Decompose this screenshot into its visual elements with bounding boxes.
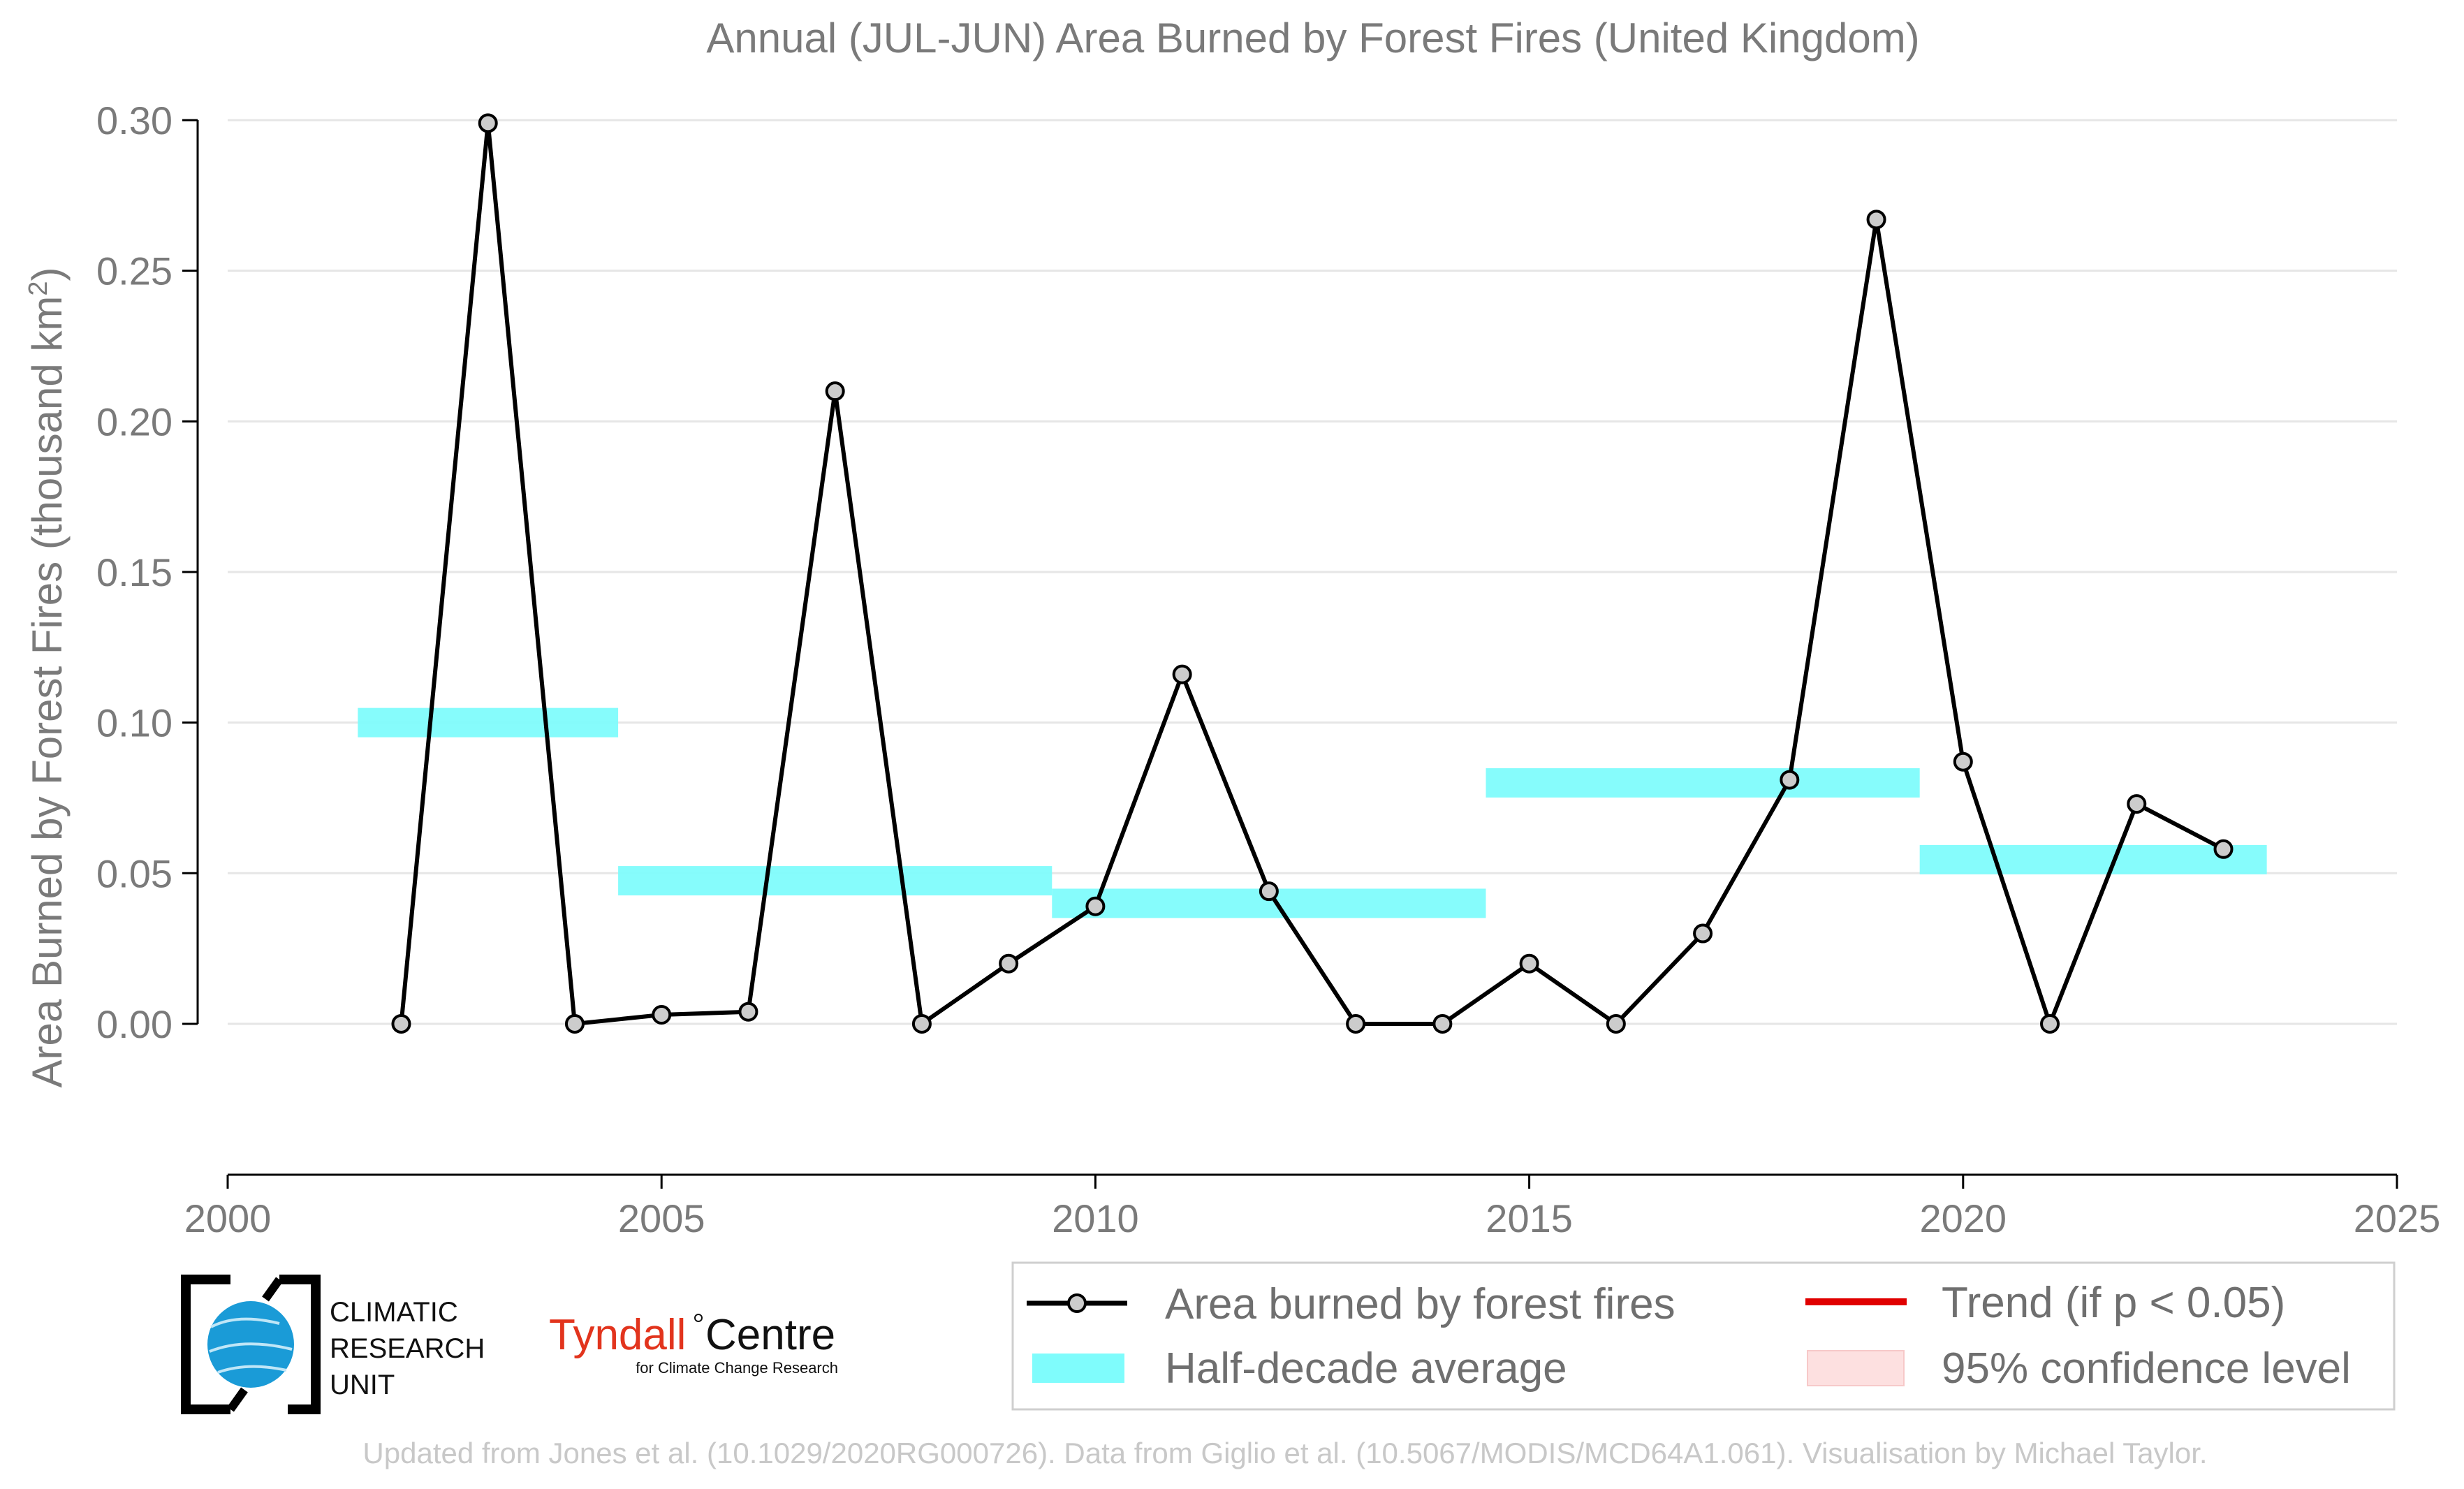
data-point <box>1172 664 1192 684</box>
series-line <box>399 121 2224 1026</box>
x-tick-label: 2015 <box>1486 1196 1573 1240</box>
gridlines <box>228 119 2397 1025</box>
y-axis-label-superscript: 2 <box>24 281 53 296</box>
legend-item-trend: Trend (if p < 0.05) <box>1805 1279 2285 1327</box>
x-axis: 2000 2005 2010 2015 2020 2025 <box>184 1173 2441 1240</box>
x-tick-label: 2020 <box>1920 1196 2007 1240</box>
y-axis-label: Area Burned by Forest Fires (thousand km… <box>24 267 71 1088</box>
tyndall-logo-subtitle: for Climate Change Research <box>636 1359 838 1377</box>
cru-logo-slash-bottom <box>227 1387 248 1412</box>
series-area-burned <box>391 113 2234 1034</box>
half-decade-average-bar <box>1486 768 1920 798</box>
tyndall-logo-main: Tyndall <box>549 1311 686 1359</box>
half-decade-average-bar <box>1919 844 2267 874</box>
legend-label-area-burned: Area burned by forest fires <box>1165 1280 1675 1328</box>
data-point <box>2213 839 2234 859</box>
y-tick-label: 0.00 <box>96 1002 173 1046</box>
tyndall-logo-degree-icon <box>694 1314 703 1322</box>
legend-item-confidence: 95% confidence level <box>1807 1344 2351 1393</box>
cru-globe-swirl-2 <box>209 1342 293 1353</box>
half-decade-average-bands <box>358 707 2267 918</box>
y-axis-label-main: Area Burned by Forest Fires (thousand km <box>24 296 71 1088</box>
y-tick-label: 0.15 <box>96 550 173 594</box>
data-point <box>478 113 498 133</box>
legend-label-half-decade: Half-decade average <box>1165 1344 1567 1393</box>
data-point <box>999 953 1019 974</box>
legend-swatch-half-decade <box>1032 1354 1124 1383</box>
x-tick-label: 2000 <box>184 1196 272 1240</box>
data-point <box>564 1013 585 1034</box>
x-tick-label: 2010 <box>1052 1196 1139 1240</box>
data-point <box>1085 896 1106 916</box>
y-tick-label: 0.25 <box>96 249 173 293</box>
data-point <box>911 1013 932 1034</box>
data-point <box>1780 770 1800 790</box>
half-decade-average-bar <box>618 866 1053 896</box>
legend-label-trend: Trend (if p < 0.05) <box>1942 1279 2285 1327</box>
data-point <box>1519 953 1539 974</box>
tyndall-logo-centre: Centre <box>705 1311 835 1359</box>
legend-item-half-decade: Half-decade average <box>1032 1344 1567 1393</box>
y-axis: 0.00 0.05 0.10 0.15 0.20 0.25 0.30 <box>96 98 199 1046</box>
chart-title: Annual (JUL-JUN) Area Burned by Forest F… <box>706 15 1919 61</box>
legend-swatch-confidence <box>1807 1350 1905 1386</box>
cru-logo-text-1: CLIMATIC <box>330 1297 458 1328</box>
data-point <box>1953 751 1973 772</box>
tyndall-logo: Tyndall Centre for Climate Change Resear… <box>549 1311 838 1377</box>
data-point <box>2127 794 2147 814</box>
cru-logo: CLIMATIC RESEARCH UNIT <box>181 1275 485 1414</box>
cru-logo-slash-top <box>262 1277 283 1302</box>
data-point <box>1432 1013 1453 1034</box>
y-tick-label: 0.20 <box>96 399 173 443</box>
half-decade-average-bar <box>358 707 619 738</box>
data-point <box>738 1002 758 1022</box>
y-tick-label: 0.05 <box>96 851 173 895</box>
x-tick-label: 2005 <box>618 1196 705 1240</box>
cru-globe-swirl-1 <box>210 1317 280 1328</box>
data-point <box>1606 1013 1626 1034</box>
legend-item-area-burned: Area burned by forest fires <box>1027 1280 1675 1328</box>
legend-box <box>1011 1261 2396 1411</box>
data-point <box>391 1013 411 1034</box>
cru-logo-text-3: UNIT <box>330 1370 395 1400</box>
x-tick-label: 2025 <box>2354 1196 2441 1240</box>
credit-line: Updated from Jones et al. (10.1029/2020R… <box>362 1437 2207 1469</box>
legend-swatch-marker <box>1067 1293 1087 1313</box>
legend-label-confidence: 95% confidence level <box>1942 1344 2351 1393</box>
data-point <box>825 381 845 402</box>
data-point <box>1866 210 1886 230</box>
data-point <box>1693 923 1713 944</box>
cru-globe-swirl-3 <box>217 1365 287 1374</box>
cru-logo-bracket-left <box>181 1275 230 1414</box>
y-tick-label: 0.10 <box>96 701 173 745</box>
data-point <box>2040 1013 2060 1034</box>
data-point <box>1346 1013 1366 1034</box>
legend: Area burned by forest fires Trend (if p … <box>1011 1261 2396 1411</box>
y-axis-label-close: ) <box>24 267 71 281</box>
cru-logo-bracket-right <box>279 1275 321 1414</box>
cru-logo-text-2: RESEARCH <box>330 1333 485 1364</box>
data-point <box>1259 881 1279 902</box>
data-point <box>652 1005 672 1025</box>
y-tick-label: 0.30 <box>96 98 173 142</box>
